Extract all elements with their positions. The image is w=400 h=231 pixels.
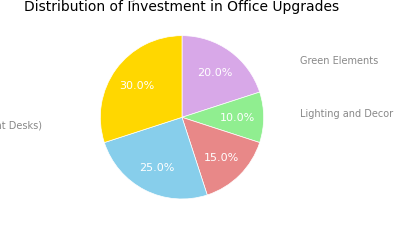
Wedge shape [182,118,260,195]
Title: Distribution of Investment in Office Upgrades: Distribution of Investment in Office Upg… [24,0,340,14]
Text: 30.0%: 30.0% [120,80,155,90]
Text: Meeting Rooms and Break Areas: Meeting Rooms and Break Areas [96,0,255,2]
Wedge shape [100,36,182,143]
Text: 20.0%: 20.0% [197,68,232,78]
Wedge shape [182,36,260,118]
Text: Green Elements: Green Elements [300,56,379,66]
Text: 15.0%: 15.0% [204,152,239,162]
Wedge shape [104,118,207,199]
Text: Furniture (Ergonomic + Statement Desks): Furniture (Ergonomic + Statement Desks) [0,121,42,131]
Text: Lighting and Decor: Lighting and Decor [300,109,394,119]
Text: 25.0%: 25.0% [139,162,174,172]
Wedge shape [182,93,264,143]
Text: 10.0%: 10.0% [220,113,255,123]
